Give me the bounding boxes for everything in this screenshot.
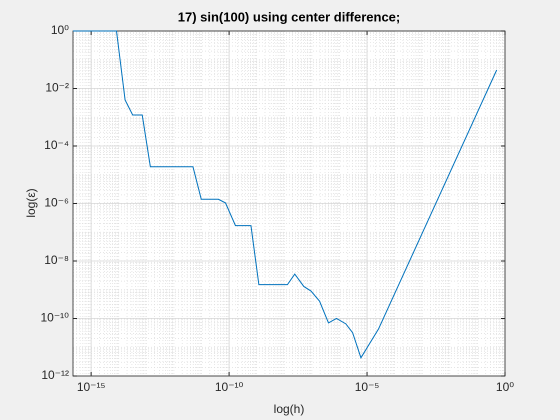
x-tick-label: 10⁻¹⁰ [215, 380, 244, 394]
y-axis-label: log(ε) [24, 188, 38, 217]
x-tick-label: 10⁻¹⁵ [77, 380, 106, 394]
line [73, 30, 498, 359]
y-tick-label: 10⁻⁸ [44, 253, 69, 267]
y-tick-label: 10⁰ [51, 23, 69, 37]
y-tick-label: 10⁻⁶ [44, 196, 69, 210]
y-tick-label: 10⁻⁴ [44, 138, 69, 152]
x-tick-label: 10⁰ [496, 380, 514, 394]
y-tick-label: 10⁻² [45, 81, 69, 95]
x-axis-label: log(h) [274, 402, 305, 416]
y-tick-label: 10⁻¹² [41, 368, 69, 382]
axes-box [72, 30, 506, 377]
x-tick-label: 10⁻⁵ [355, 380, 380, 394]
chart-title: 17) sin(100) using center difference; [178, 9, 401, 24]
y-tick-label: 10⁻¹⁰ [41, 311, 70, 325]
